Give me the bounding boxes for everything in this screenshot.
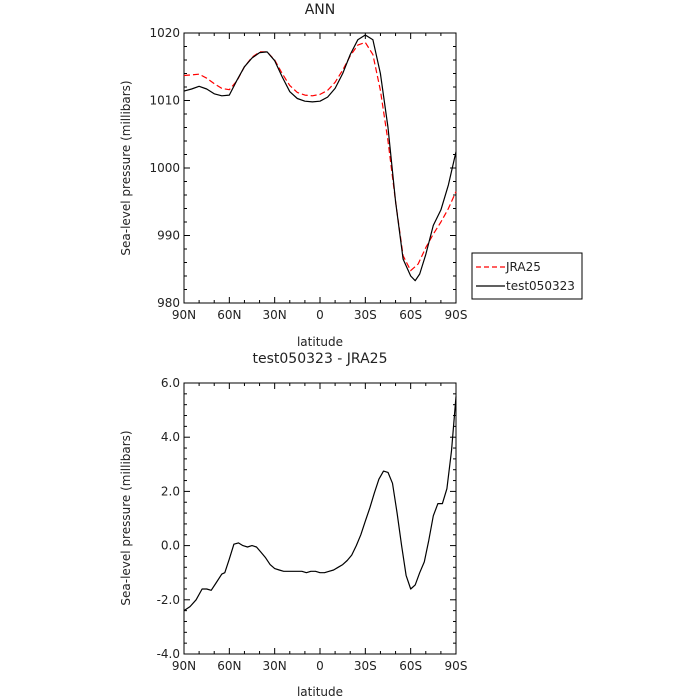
bottom-x-tick-label: 30N	[263, 659, 287, 673]
bottom-y-tick-label: -4.0	[157, 647, 180, 661]
bottom-y-tick-label: 0.0	[161, 539, 180, 553]
bottom-axis-ticks: 90N 60N 30N 0 30S 60S 90S -4.0 -2.0 0.0 2.0 4.0 6.0	[157, 376, 468, 673]
top-x-axis-label: latitude	[297, 335, 343, 349]
top-x-tick-label: 90N	[172, 308, 196, 322]
top-y-tick-label: 1000	[149, 161, 180, 175]
top-x-tick-label: 30S	[354, 308, 377, 322]
legend-label-jra25: JRA25	[505, 260, 541, 274]
bottom-x-tick-label: 60S	[399, 659, 422, 673]
bottom-chart-title: test050323 - JRA25	[253, 351, 388, 367]
top-y-tick-label: 980	[157, 296, 180, 310]
bottom-y-tick-label: 2.0	[161, 484, 180, 498]
bottom-y-tick-label: 4.0	[161, 430, 180, 444]
bottom-plot-frame	[183, 382, 457, 655]
bottom-x-tick-label: 0	[316, 659, 324, 673]
bottom-series-line-0	[183, 396, 457, 612]
bottom-y-tick-label: 6.0	[161, 376, 180, 390]
top-axis-ticks: 90N 60N 30N 0 30S 60S 90S 980 990 1000 1010 1020	[149, 26, 467, 322]
legend-box	[471, 252, 583, 300]
bottom-panel: test050323 - JRA25 90N 60N 30N 0 30S 60S 90S -4…	[119, 351, 467, 699]
top-x-tick-label: 30N	[263, 308, 287, 322]
top-x-tick-label: 90S	[445, 308, 468, 322]
legend-label-test050323: test050323	[506, 279, 575, 293]
top-panel: ANN 90N 60N 30N 0 30S 60S 90S 980 990 1000 1010 102…	[119, 2, 467, 349]
bottom-y-axis-label: Sea-level pressure (millibars)	[119, 430, 133, 605]
top-chart-title: ANN	[305, 2, 336, 18]
top-y-tick-label: 990	[157, 229, 180, 243]
bottom-x-axis-label: latitude	[297, 685, 343, 699]
bottom-series-lines	[183, 396, 457, 612]
legend: JRA25 test050323	[471, 252, 583, 300]
top-plot-frame	[183, 32, 457, 304]
top-series-lines	[183, 34, 457, 282]
top-x-tick-label: 60N	[217, 308, 241, 322]
top-y-tick-label: 1020	[149, 26, 180, 40]
top-series-line-jra25	[183, 41, 457, 272]
top-x-tick-label: 0	[316, 308, 324, 322]
top-y-axis-label: Sea-level pressure (millibars)	[119, 80, 133, 255]
bottom-x-tick-label: 30S	[354, 659, 377, 673]
bottom-y-tick-label: -2.0	[157, 593, 180, 607]
top-series-line-test050323	[183, 34, 457, 282]
bottom-x-tick-label: 90S	[445, 659, 468, 673]
bottom-x-tick-label: 90N	[172, 659, 196, 673]
top-y-tick-label: 1010	[149, 94, 180, 108]
top-x-tick-label: 60S	[399, 308, 422, 322]
bottom-x-tick-label: 60N	[217, 659, 241, 673]
